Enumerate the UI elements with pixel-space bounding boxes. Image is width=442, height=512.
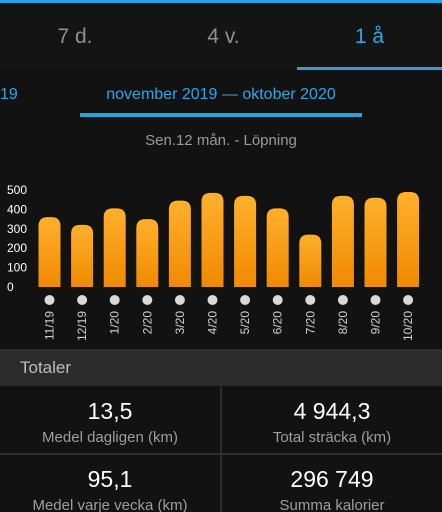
period-indicator	[80, 113, 362, 117]
x-tick-label: 1/20	[108, 311, 122, 335]
x-tick-label: 3/20	[173, 311, 187, 335]
x-tick-label: 9/20	[369, 311, 383, 335]
stat-label: Total sträcka (km)	[272, 429, 392, 446]
tab-1-year[interactable]: 1 å	[354, 24, 385, 48]
x-tick-label: 12/19	[75, 311, 89, 341]
previous-period-button[interactable]: 19	[0, 86, 18, 103]
bar-4/20[interactable]	[201, 192, 224, 287]
bar-3/20[interactable]	[168, 200, 191, 287]
bar-marker-dot[interactable]	[174, 295, 185, 305]
x-tick-label: 10/20	[401, 311, 415, 341]
stat-daily-average: 13,5 Medel dagligen (km)	[0, 387, 220, 453]
bar-marker-dot[interactable]	[109, 295, 120, 305]
bar-marker-dot[interactable]	[142, 295, 153, 305]
stat-total-distance: 4 944,3 Total sträcka (km)	[222, 387, 442, 453]
bar-10/20[interactable]	[397, 191, 420, 287]
stats-divider-vertical	[220, 387, 222, 512]
y-tick-label: 300	[7, 222, 27, 236]
top-accent-line	[0, 0, 442, 3]
y-tick-label: 100	[7, 261, 27, 275]
distance-bar-chart: 0 100 200 300 400 500 11/19 12/19 1/20 2/20 3/20 4…	[7, 183, 420, 341]
bar-marker-dot[interactable]	[370, 295, 381, 305]
y-tick-label: 500	[7, 183, 27, 197]
bar-7/20[interactable]	[299, 234, 322, 287]
bar-5/20[interactable]	[234, 195, 257, 287]
stat-label: Medel varje vecka (km)	[32, 497, 188, 512]
x-tick-label: 11/19	[43, 311, 57, 340]
bar-marker-dot[interactable]	[240, 295, 251, 305]
y-tick-label: 400	[7, 202, 27, 216]
bar-marker-dot[interactable]	[44, 295, 55, 305]
totals-header: Totaler	[0, 349, 442, 386]
bar-marker-dot[interactable]	[272, 295, 283, 305]
stat-label: Medel dagligen (km)	[42, 429, 178, 446]
x-tick-label: 5/20	[238, 311, 252, 335]
x-tick-label: 4/20	[206, 311, 220, 335]
bar-marker-dot[interactable]	[77, 295, 88, 305]
bar-1/20[interactable]	[103, 208, 126, 287]
stat-value: 13,5	[87, 398, 133, 424]
stat-weekly-average: 95,1 Medel varje vecka (km)	[0, 455, 220, 512]
x-tick-label: 7/20	[303, 311, 317, 335]
bar-marker-dot[interactable]	[207, 295, 218, 305]
bar-marker-dot[interactable]	[403, 295, 414, 305]
stat-value: 95,1	[87, 466, 133, 492]
bar-8/20[interactable]	[331, 195, 354, 287]
tab-4-weeks[interactable]: 4 v.	[207, 24, 240, 48]
stat-total-calories: 296 749 Summa kalorier	[222, 455, 442, 512]
chart-subtitle: Sen.12 mån. - Löpning	[145, 132, 297, 149]
period-label[interactable]: november 2019 — oktober 2020	[106, 86, 336, 103]
bar-9/20[interactable]	[364, 197, 387, 287]
stat-label: Summa kalorier	[279, 497, 385, 512]
stat-value: 4 944,3	[293, 398, 371, 424]
active-tab-indicator	[297, 67, 442, 70]
y-tick-label: 200	[7, 241, 27, 255]
stats-divider-horizontal	[0, 453, 442, 455]
stat-value: 296 749	[290, 466, 374, 492]
bar-2/20[interactable]	[136, 219, 159, 287]
bar-marker-dot[interactable]	[305, 295, 316, 305]
x-tick-label: 2/20	[140, 311, 154, 335]
x-tick-label: 6/20	[271, 311, 285, 335]
bar-12/19[interactable]	[71, 224, 94, 287]
tab-7-days[interactable]: 7 d.	[57, 24, 93, 48]
bar-6/20[interactable]	[266, 208, 289, 287]
bar-marker-dot[interactable]	[337, 295, 348, 305]
y-tick-label: 0	[7, 280, 14, 294]
period-tabs: 7 d. 4 v. 1 å	[0, 3, 442, 70]
x-tick-label: 8/20	[336, 311, 350, 335]
bar-11/19[interactable]	[38, 217, 61, 287]
